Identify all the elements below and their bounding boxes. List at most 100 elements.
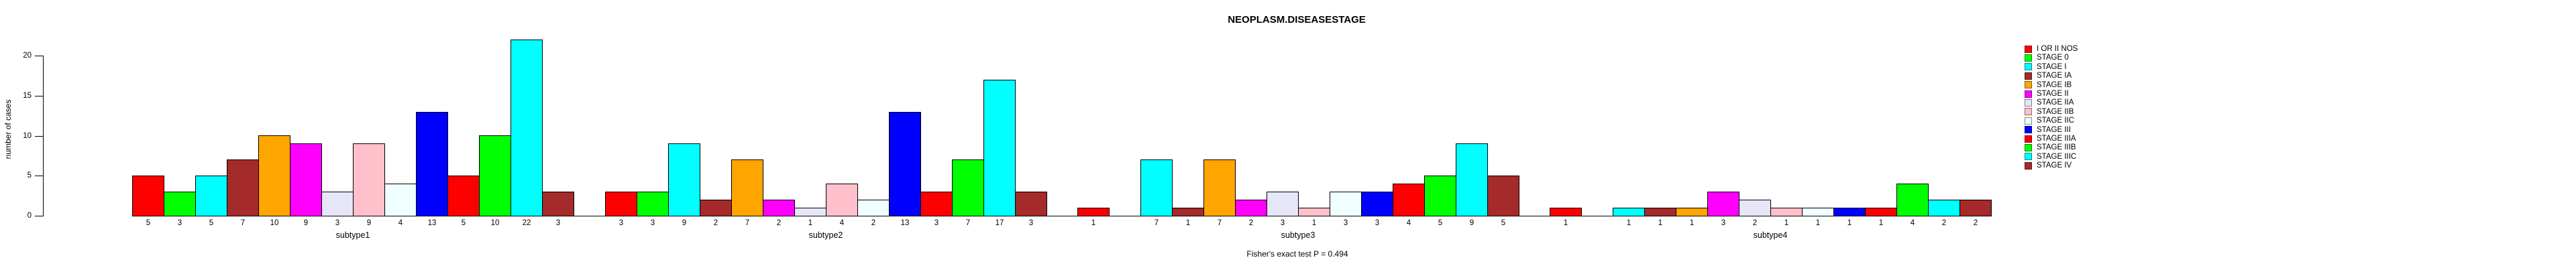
bar-subtype3-stage-iic: [1330, 192, 1362, 216]
bar-subtype4-stage-i: [1613, 208, 1645, 216]
bar-value-label: 9: [682, 219, 687, 227]
group-label-subtype3: subtype3: [1281, 230, 1316, 240]
fisher-test-note: Fisher's exact test P = 0.494: [1246, 249, 1348, 259]
bar-subtype3-stage-iiib: [1424, 176, 1456, 216]
legend-item: STAGE I: [2025, 62, 2067, 72]
bar-value-label: 10: [270, 219, 279, 227]
legend-swatch-icon: [2025, 161, 2032, 170]
bar-value-label: 2: [1752, 219, 1758, 227]
bar-subtype3-stage-iia: [1267, 192, 1299, 216]
bar-subtype2-stage-iiib: [952, 159, 984, 216]
legend-label: STAGE 0: [2037, 54, 2069, 62]
bar-subtype4-stage-iv: [1960, 200, 1992, 216]
bar-value-label: 10: [490, 219, 500, 227]
bar-value-label: 3: [555, 219, 561, 227]
y-axis-line: [43, 56, 44, 216]
legend-swatch-icon: [2025, 63, 2032, 71]
bar-subtype3-stage-ia: [1172, 208, 1204, 216]
legend-label: STAGE III: [2037, 125, 2071, 134]
bar-value-label: 3: [934, 219, 939, 227]
legend-label: STAGE I: [2037, 62, 2067, 71]
legend-swatch-icon: [2025, 90, 2032, 98]
legend-swatch-icon: [2025, 117, 2032, 125]
bar-value-label: 1: [1689, 219, 1695, 227]
bar-value-label: 4: [1406, 219, 1411, 227]
bar-value-label: 2: [713, 219, 718, 227]
bar-subtype2-stage-iii: [889, 112, 921, 216]
bar-subtype1-stage-0: [164, 192, 196, 216]
bar-value-label: 5: [1501, 219, 1506, 227]
bar-value-label: 7: [1217, 219, 1222, 227]
bar-value-label: 1: [808, 219, 813, 227]
bar-value-label: 1: [1784, 219, 1789, 227]
bar-value-label: 7: [240, 219, 246, 227]
bar-value-label: 5: [1438, 219, 1443, 227]
bar-subtype2-stage-iia: [794, 208, 826, 216]
bar-subtype2-stage-iv: [1015, 192, 1047, 216]
bar-subtype2-stage-iib: [826, 184, 858, 216]
legend-label: STAGE IIB: [2037, 107, 2074, 116]
bar-value-label: 5: [461, 219, 466, 227]
legend-item: STAGE IIA: [2025, 98, 2074, 107]
bar-value-label: 3: [177, 219, 182, 227]
bar-subtype1-i-or-ii-nos: [132, 176, 164, 216]
bar-value-label: 1: [1847, 219, 1852, 227]
bar-subtype3-stage-ib: [1203, 159, 1236, 216]
bar-value-label: 2: [1941, 219, 1947, 227]
legend-swatch-icon: [2025, 135, 2032, 143]
chart-title: NEOPLASM.DISEASESTAGE: [1228, 14, 1366, 25]
legend-swatch-icon: [2025, 45, 2032, 53]
bar-value-label: 1: [1878, 219, 1884, 227]
y-tick-label: 20: [23, 52, 32, 60]
bar-subtype3-stage-iv: [1487, 176, 1519, 216]
bar-subtype4-stage-iic: [1802, 208, 1834, 216]
bar-subtype1-stage-ib: [258, 135, 290, 216]
legend-swatch-icon: [2025, 54, 2032, 62]
bar-subtype4-stage-iii: [1833, 208, 1866, 216]
bar-value-label: 3: [335, 219, 340, 227]
bar-subtype1-stage-ia: [227, 159, 259, 216]
legend-item: STAGE II: [2025, 89, 2069, 98]
y-tick-label: 5: [27, 172, 32, 180]
legend-label: STAGE IIIB: [2037, 143, 2076, 152]
bar-subtype4-i-or-ii-nos: [1550, 208, 1582, 216]
legend-label: STAGE IIC: [2037, 117, 2075, 125]
legend-label: STAGE IB: [2037, 80, 2072, 89]
bar-subtype1-stage-iic: [384, 184, 417, 216]
bar-value-label: 2: [776, 219, 782, 227]
legend-item: I OR II NOS: [2025, 44, 2078, 54]
group-label-subtype2: subtype2: [808, 230, 843, 240]
legend-item: STAGE IA: [2025, 71, 2072, 80]
bar-value-label: 1: [1311, 219, 1317, 227]
bar-value-label: 17: [995, 219, 1004, 227]
bar-value-label: 9: [366, 219, 372, 227]
bar-value-label: 1: [1815, 219, 1821, 227]
bar-subtype1-stage-ii: [290, 143, 322, 216]
legend-swatch-icon: [2025, 126, 2032, 134]
bar-value-label: 3: [619, 219, 624, 227]
legend-item: STAGE III: [2025, 125, 2071, 135]
bar-subtype4-stage-ia: [1644, 208, 1676, 216]
bar-value-label: 3: [650, 219, 655, 227]
group-label-subtype4: subtype4: [1753, 230, 1788, 240]
bar-subtype3-stage-ii: [1235, 200, 1267, 216]
bar-value-label: 2: [1248, 219, 1254, 227]
bar-subtype1-stage-iia: [321, 192, 354, 216]
y-tick-label: 10: [23, 132, 32, 140]
bar-value-label: 2: [1973, 219, 1978, 227]
bar-value-label: 5: [209, 219, 214, 227]
bar-subtype3-stage-iiia: [1393, 184, 1425, 216]
bar-value-label: 13: [900, 219, 910, 227]
bar-subtype1-stage-iiic: [511, 40, 543, 216]
bar-subtype2-stage-0: [637, 192, 669, 216]
y-axis-label: number of cases: [3, 99, 13, 159]
bar-value-label: 4: [1910, 219, 1915, 227]
bar-subtype2-stage-ii: [763, 200, 795, 216]
legend-swatch-icon: [2025, 153, 2032, 161]
bar-value-label: 22: [522, 219, 531, 227]
bar-subtype3-stage-iib: [1298, 208, 1330, 216]
legend-label: STAGE IIA: [2037, 98, 2074, 107]
bar-subtype1-stage-iv: [542, 192, 574, 216]
bar-value-label: 7: [745, 219, 750, 227]
